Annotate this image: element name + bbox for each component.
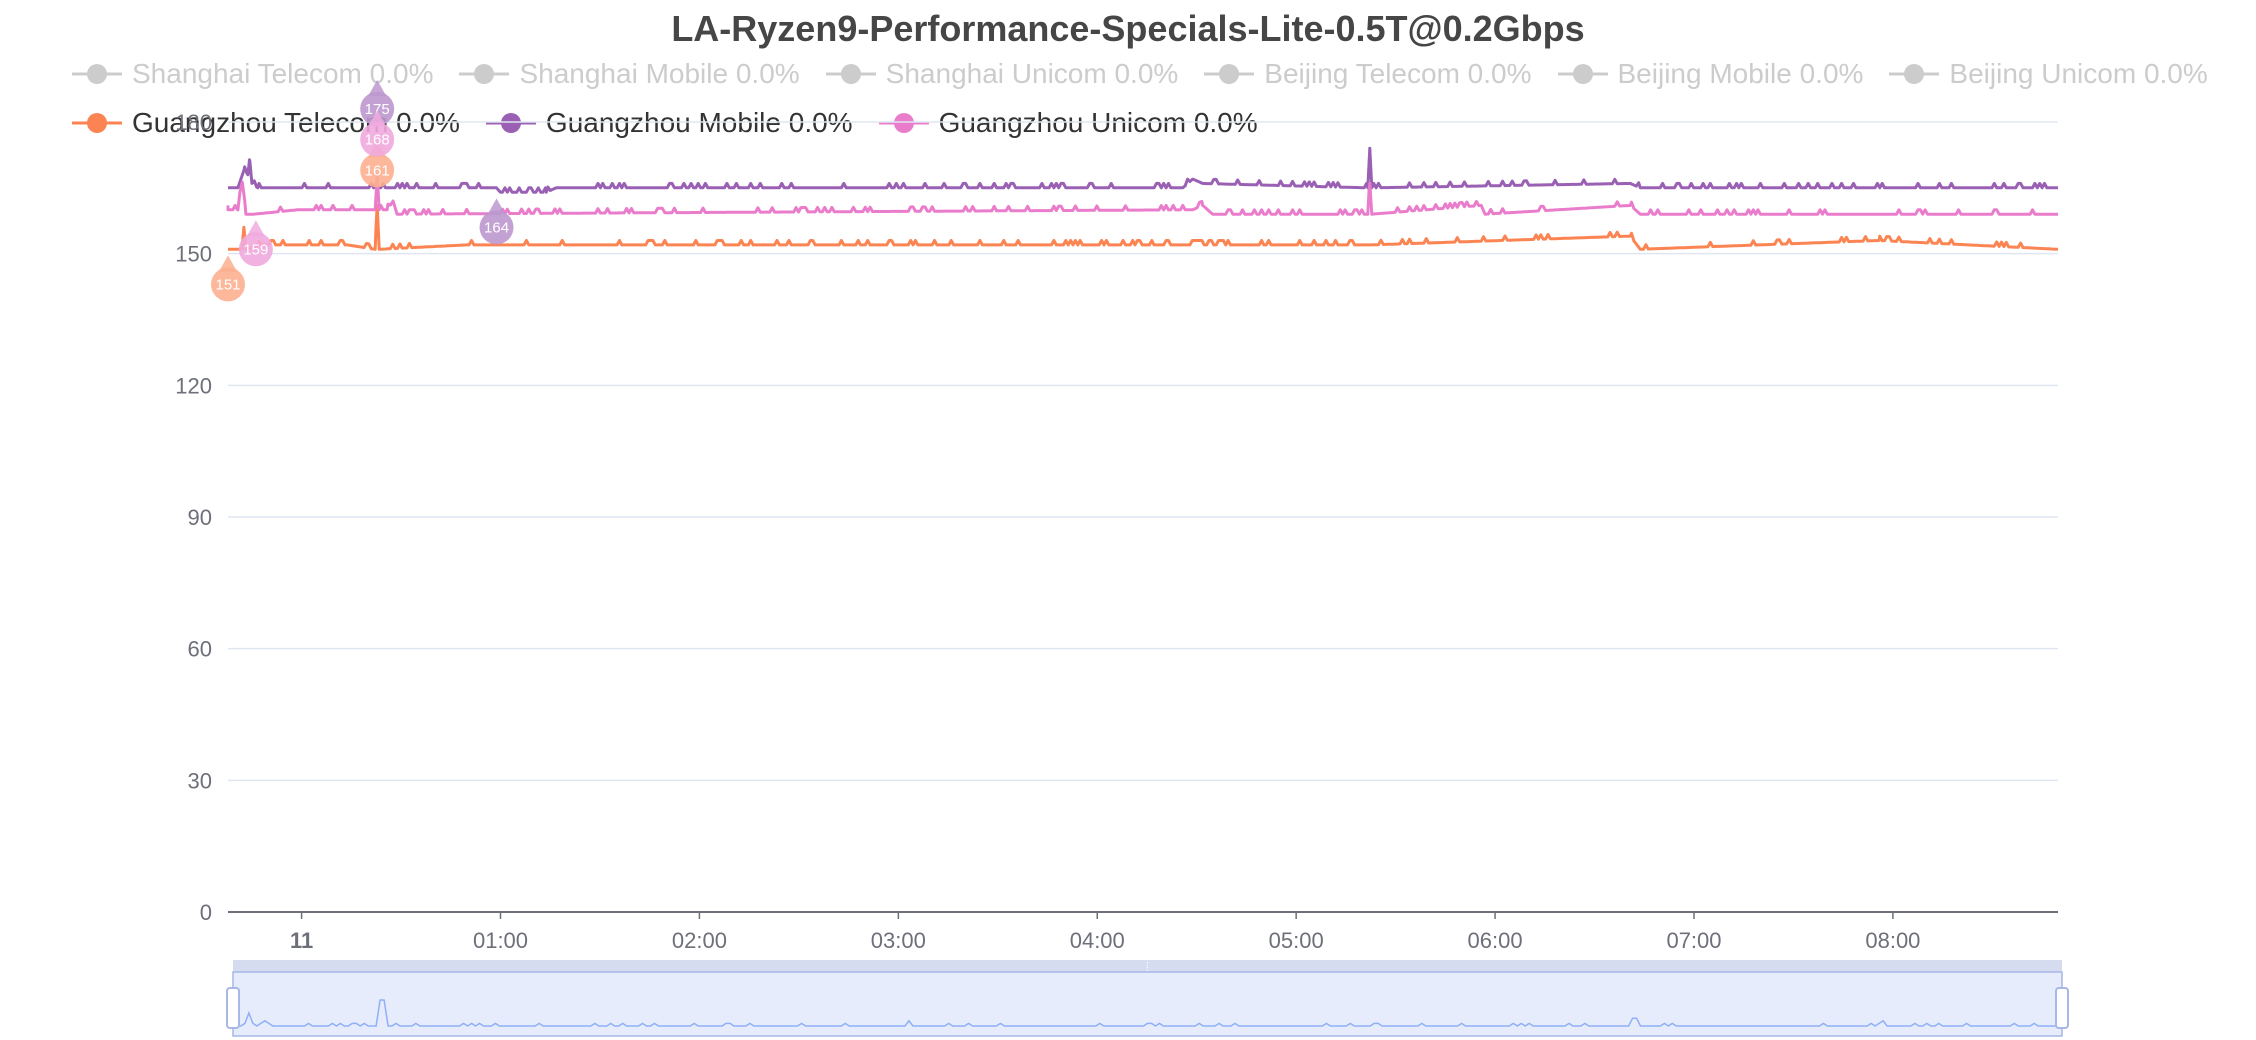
legend-label: Beijing Unicom 0.0% bbox=[1949, 58, 2208, 89]
legend-label: Shanghai Telecom 0.0% bbox=[132, 58, 434, 89]
marker-pin-head bbox=[360, 122, 395, 157]
legend-item[interactable]: Shanghai Unicom 0.0% bbox=[825, 58, 1179, 90]
legend-label: Beijing Mobile 0.0% bbox=[1617, 58, 1864, 89]
marker-pin-tip bbox=[246, 220, 265, 237]
series-line-guangzhou-mobile bbox=[228, 146, 2058, 194]
legend-item[interactable]: Beijing Unicom 0.0% bbox=[1889, 58, 2208, 90]
y-tick-label: 0 bbox=[200, 900, 212, 925]
y-tick-label: 90 bbox=[188, 505, 212, 530]
y-tick-label: 120 bbox=[175, 373, 212, 398]
legend-line-dot-icon bbox=[825, 64, 876, 84]
marker-value-label: 159 bbox=[243, 241, 268, 258]
x-tick-label: 07:00 bbox=[1666, 928, 1721, 953]
data-marker-pin: 164 bbox=[479, 198, 514, 245]
marker-value-label: 175 bbox=[365, 101, 390, 118]
legend-line-dot-icon bbox=[459, 64, 510, 84]
marker-pin-head bbox=[238, 232, 273, 267]
series-line-guangzhou-unicom bbox=[226, 173, 2058, 216]
legend-line-dot-icon bbox=[72, 64, 122, 84]
marker-pin-head bbox=[360, 91, 395, 126]
zoom-top-bar[interactable] bbox=[233, 960, 2062, 972]
legend-line-dot-icon bbox=[485, 113, 536, 133]
y-tick-label: 150 bbox=[175, 242, 212, 267]
x-tick-label: 01:00 bbox=[473, 928, 528, 953]
legend-line-dot-icon bbox=[1204, 64, 1255, 84]
marker-value-label: 161 bbox=[365, 162, 390, 179]
x-tick-label: 05:00 bbox=[1269, 928, 1324, 953]
x-tick-label: 11 bbox=[290, 928, 313, 953]
legend-item[interactable]: Shanghai Telecom 0.0% bbox=[72, 58, 433, 90]
x-tick-label: 08:00 bbox=[1865, 928, 1920, 953]
marker-pin-tip bbox=[368, 79, 387, 96]
marker-pin-head bbox=[211, 267, 245, 302]
legend-line-dot-icon bbox=[1557, 64, 1608, 84]
series-layer bbox=[226, 146, 2059, 251]
zoom-right-handle[interactable] bbox=[2055, 987, 2069, 1029]
x-tick-label: 06:00 bbox=[1468, 928, 1523, 953]
zoom-drag-grip[interactable]: ⦙ bbox=[1146, 960, 1149, 974]
data-marker-pin: 168 bbox=[360, 110, 395, 157]
x-tick-label: 02:00 bbox=[672, 928, 727, 953]
x-tick-label: 03:00 bbox=[871, 928, 926, 953]
y-tick-label: 60 bbox=[188, 637, 212, 662]
marker-value-label: 164 bbox=[484, 219, 509, 236]
zoom-preview-line bbox=[233, 999, 2062, 1027]
legend-line-dot-icon bbox=[878, 113, 929, 133]
marker-layer: 151 161 175 164 168 159 bbox=[211, 79, 514, 302]
y-tick-label: 30 bbox=[188, 768, 212, 793]
chart-title: LA-Ryzen9-Performance-Specials-Lite-0.5T… bbox=[671, 8, 1585, 49]
x-tick-label: 04:00 bbox=[1070, 928, 1125, 953]
marker-pin-tip bbox=[219, 255, 237, 272]
legend-item[interactable]: Shanghai Mobile 0.0% bbox=[459, 58, 800, 90]
data-marker-pin: 159 bbox=[238, 220, 273, 267]
marker-value-label: 151 bbox=[215, 276, 240, 293]
legend-label: Shanghai Unicom 0.0% bbox=[885, 58, 1179, 89]
legend-item[interactable]: Beijing Mobile 0.0% bbox=[1557, 58, 1864, 90]
grid-layer bbox=[228, 121, 2058, 782]
zoom-left-handle[interactable] bbox=[226, 987, 240, 1029]
data-marker-pin: 151 bbox=[211, 255, 245, 302]
legend-label: Shanghai Mobile 0.0% bbox=[519, 58, 800, 89]
legend-line-dot-icon bbox=[1889, 64, 1940, 84]
series-line-guangzhou-telecom bbox=[228, 203, 2059, 251]
legend-label: Beijing Telecom 0.0% bbox=[1264, 58, 1532, 89]
data-marker-pin: 175 bbox=[360, 79, 395, 126]
marker-value-label: 168 bbox=[365, 132, 390, 149]
marker-pin-head bbox=[360, 153, 395, 188]
axis-layer: 0 30 60 90 120 150 180 11 01:00 02:00 03:00 04:00 05… bbox=[175, 110, 2058, 953]
data-marker-pin: 161 bbox=[360, 141, 395, 188]
marker-pin-tip bbox=[487, 198, 506, 215]
legend-item[interactable]: Beijing Telecom 0.0% bbox=[1204, 58, 1532, 90]
legend-row-1: Shanghai Telecom 0.0% Shanghai Mobile 0.0… bbox=[72, 58, 2234, 90]
legend-line-dot-icon bbox=[72, 113, 122, 133]
marker-pin-tip bbox=[368, 110, 387, 127]
y-tick-label: 180 bbox=[175, 110, 212, 135]
marker-pin-head bbox=[479, 210, 514, 245]
data-zoom-slider[interactable]: ⦙ bbox=[226, 960, 2069, 1037]
